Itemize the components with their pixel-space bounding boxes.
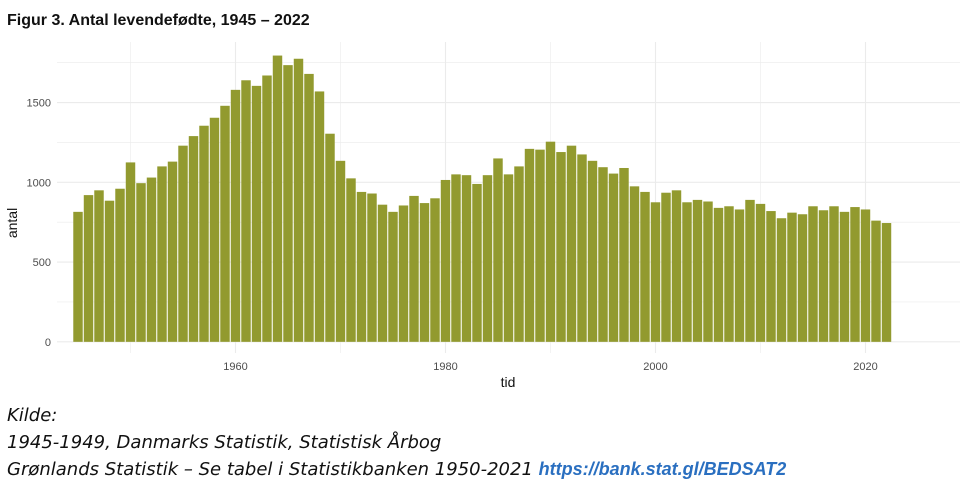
bar-2011: [766, 211, 776, 342]
bar-2004: [692, 199, 703, 342]
bar-1998: [629, 186, 640, 342]
bar-2006: [713, 207, 724, 342]
y-axis-label: antal: [4, 208, 20, 238]
bar-1999: [640, 191, 650, 342]
tick-labels: 0 500 1000 1500 1960 1980 2000 2020: [27, 98, 878, 373]
bar-1989: [535, 149, 545, 342]
bar-1988: [524, 148, 535, 342]
bar-1992: [566, 145, 577, 342]
source-line-danmarks: 1945-1949, Danmarks Statistik, Statistis…: [7, 432, 442, 453]
bar-1997: [619, 167, 629, 342]
x-tick-label: 1960: [223, 361, 247, 373]
bar-2015: [808, 206, 818, 342]
bar-1961: [241, 80, 251, 342]
bar-1972: [356, 191, 367, 342]
bar-2018: [839, 211, 850, 342]
bar-1958: [209, 117, 220, 342]
bar-1945: [73, 211, 83, 342]
bar-1946: [83, 195, 94, 342]
bar-1983: [472, 183, 482, 342]
bar-1957: [199, 125, 209, 342]
bars: [73, 55, 892, 342]
bar-chart: 0 500 1000 1500 1960 1980 2000 2020 antal tid: [4, 42, 960, 390]
bar-1970: [335, 160, 346, 342]
bar-1981: [451, 174, 461, 342]
bar-2020: [860, 209, 871, 342]
bar-1977: [409, 195, 419, 342]
bar-2022: [881, 223, 892, 342]
bar-1959: [220, 105, 230, 342]
bar-2010: [755, 203, 766, 342]
bar-1991: [556, 152, 566, 342]
bar-1969: [325, 133, 335, 342]
x-axis-label: tid: [501, 374, 516, 390]
y-tick-label: 500: [33, 257, 51, 269]
bar-1952: [146, 177, 157, 342]
bar-1986: [503, 174, 514, 342]
bar-1978: [419, 203, 430, 342]
bar-2001: [661, 192, 671, 342]
bar-2016: [818, 210, 829, 342]
bar-1993: [577, 154, 587, 342]
bar-1966: [293, 58, 304, 342]
bar-1996: [608, 173, 619, 342]
bar-2013: [787, 212, 797, 342]
bar-2000: [650, 202, 661, 342]
bar-1980: [440, 179, 451, 342]
bar-2017: [829, 206, 839, 342]
y-tick-label: 1000: [27, 177, 51, 189]
source-note: Kilde: 1945-1949, Danmarks Statistik, St…: [7, 402, 786, 483]
bar-1965: [283, 65, 293, 342]
bar-1979: [430, 198, 440, 342]
bar-2008: [734, 209, 745, 342]
bar-1960: [230, 89, 241, 342]
bar-1951: [136, 183, 146, 342]
bar-2019: [850, 207, 860, 342]
bar-1953: [157, 166, 167, 342]
x-tick-label: 1980: [433, 361, 457, 373]
bar-2014: [797, 214, 808, 342]
bar-2007: [724, 206, 734, 342]
bar-2021: [871, 220, 881, 342]
bar-1950: [125, 162, 136, 342]
bar-1964: [272, 55, 283, 342]
bar-2009: [745, 199, 755, 342]
bar-2005: [703, 201, 713, 342]
bar-1947: [94, 190, 104, 342]
bar-1955: [178, 145, 188, 342]
bar-1995: [598, 167, 608, 342]
bar-1954: [167, 161, 178, 342]
bar-1967: [304, 73, 314, 342]
bar-1982: [461, 175, 472, 342]
bar-2003: [682, 202, 692, 342]
bar-1956: [188, 136, 199, 342]
bar-1948: [104, 200, 115, 342]
bar-1976: [398, 205, 409, 342]
bar-1971: [346, 178, 356, 342]
bar-1962: [251, 85, 262, 342]
bar-2012: [776, 218, 787, 342]
bar-1974: [377, 204, 388, 342]
bar-1990: [545, 141, 556, 342]
bar-1963: [262, 75, 272, 342]
bar-1975: [388, 211, 398, 342]
bar-1994: [587, 160, 598, 342]
bar-1949: [115, 188, 125, 342]
y-tick-label: 0: [45, 337, 51, 349]
x-tick-label: 2020: [853, 361, 877, 373]
y-tick-label: 1500: [27, 98, 51, 110]
source-line-gronland: Grønlands Statistik – Se tabel i Statist…: [7, 456, 786, 483]
bar-2002: [671, 190, 682, 342]
chart-title: Figur 3. Antal levendefødte, 1945 – 2022: [7, 12, 310, 29]
bar-1968: [314, 91, 325, 342]
statbank-link[interactable]: https://bank.stat.gl/BEDSAT2: [538, 459, 787, 479]
bar-1984: [482, 175, 493, 342]
bar-1973: [367, 193, 377, 342]
source-heading: Kilde:: [7, 405, 58, 426]
x-tick-label: 2000: [643, 361, 667, 373]
source-line-gronland-text: Grønlands Statistik – Se tabel i Statist…: [7, 459, 539, 480]
bar-1987: [514, 166, 524, 342]
bar-1985: [493, 158, 503, 342]
